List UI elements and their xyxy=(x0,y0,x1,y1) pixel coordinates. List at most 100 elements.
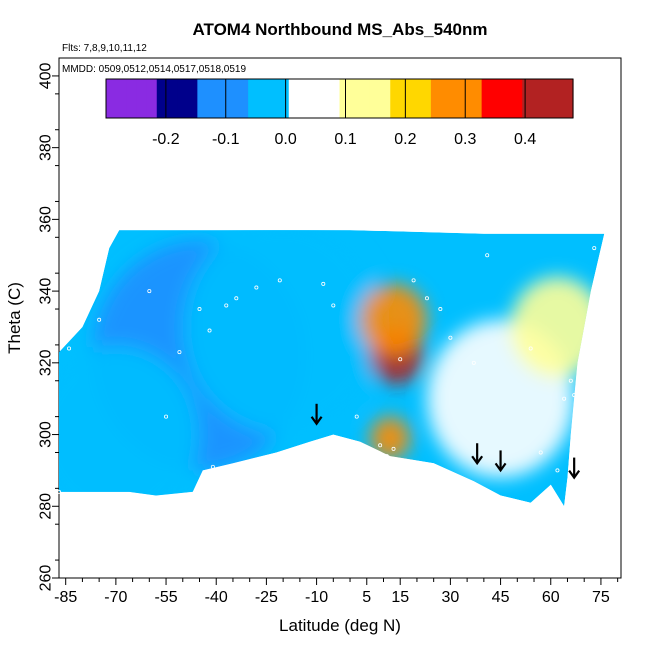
colorbar-cell-4 xyxy=(146,79,158,118)
sample-point-19 xyxy=(398,357,403,362)
colorbar-cell-32 xyxy=(430,79,442,118)
plot-frame xyxy=(58,57,622,579)
y-tick-label-2: 300 xyxy=(38,421,55,448)
sample-point-24 xyxy=(471,360,476,365)
colorbar-cell-7 xyxy=(177,79,188,118)
sample-point-12 xyxy=(177,350,182,355)
colorbar-tick-label-2: 0.0 xyxy=(274,131,296,148)
field-feature-4 xyxy=(360,283,427,356)
x-tick-label-9: 45 xyxy=(492,589,510,606)
arrow-head xyxy=(471,455,484,466)
colorbar-tick-label-3: 0.1 xyxy=(334,131,356,148)
colorbar-cell-36 xyxy=(471,79,483,118)
chart-title: ATOM4 Northbound MS_Abs_540nm xyxy=(192,20,487,39)
colorbar-tick-label-5: 0.3 xyxy=(454,131,476,148)
sample-point-1 xyxy=(67,346,72,351)
colorbar-cell-18 xyxy=(288,79,300,118)
sample-point-31 xyxy=(572,393,577,398)
colorbar-cell-2 xyxy=(126,79,138,118)
colorbar-tick-label-1: -0.1 xyxy=(212,131,240,148)
colorbar-tick-label-4: 0.2 xyxy=(394,131,416,148)
x-axis-label: Latitude (deg N) xyxy=(279,616,401,635)
arrow-3 xyxy=(568,457,581,480)
colorbar-cell-35 xyxy=(461,79,473,118)
colorbar-cell-17 xyxy=(278,79,290,118)
y-tick-label-6: 380 xyxy=(38,134,55,161)
sample-point-33 xyxy=(592,246,597,251)
colorbar-cell-25 xyxy=(359,79,371,118)
sample-point-22 xyxy=(438,307,443,312)
x-tick-label-11: 75 xyxy=(592,589,610,606)
y-tick-label-7: 400 xyxy=(38,62,55,89)
colorbar-cell-15 xyxy=(258,79,270,118)
colorbar-cell-8 xyxy=(187,79,198,118)
x-tick-label-7: 15 xyxy=(391,589,409,606)
colorbar-cell-12 xyxy=(227,79,239,118)
sample-point-15 xyxy=(354,414,359,419)
colorbar-tick-label-6: 0.4 xyxy=(514,131,536,148)
sample-point-25 xyxy=(485,253,490,258)
field-features xyxy=(59,230,605,507)
colorbar-cell-14 xyxy=(248,79,259,118)
sample-point-30 xyxy=(568,378,573,383)
sample-points xyxy=(57,246,597,494)
arrow-2 xyxy=(494,450,507,473)
sample-point-6 xyxy=(224,303,229,308)
colorbar-cell-27 xyxy=(380,79,391,118)
colorbar-cell-43 xyxy=(542,79,554,118)
arrow-0 xyxy=(310,403,323,426)
colorbar-tick-label-0: -0.2 xyxy=(152,131,180,148)
colorbar-cell-30 xyxy=(410,79,422,118)
colorbar: -0.2 -0.1 0.0 0.1 0.2 0.3 0.4 xyxy=(105,78,574,148)
sample-point-28 xyxy=(555,468,560,473)
colorbar-cell-19 xyxy=(298,79,310,118)
colorbar-cell-0 xyxy=(106,79,117,118)
arrow-head xyxy=(568,469,581,480)
sample-point-17 xyxy=(384,454,389,459)
sample-point-23 xyxy=(448,335,453,340)
colorbar-cell-13 xyxy=(237,79,249,118)
colorbar-cell-21 xyxy=(319,79,330,118)
sample-point-4 xyxy=(197,307,202,312)
x-tick-label-0: -85 xyxy=(54,589,77,606)
arrow-head xyxy=(310,416,323,426)
y-tick-label-0: 260 xyxy=(38,565,55,592)
flights-note: Flts: 7,8,9,10,11,12 xyxy=(62,43,147,54)
colorbar-cell-20 xyxy=(309,79,320,118)
arrow-markers xyxy=(310,403,581,480)
sample-point-16 xyxy=(378,443,383,448)
sample-point-14 xyxy=(210,464,215,469)
field-feature-7 xyxy=(510,276,605,378)
sample-point-27 xyxy=(538,450,543,455)
x-axis: -85 -70 -55 -40 -25 -10 5 15 30 45 60 75 xyxy=(54,578,619,606)
arrow-head xyxy=(494,462,507,473)
sample-point-0 xyxy=(57,489,62,494)
colorbar-cell-45 xyxy=(562,79,574,118)
y-tick-label-4: 340 xyxy=(38,278,55,305)
colorbar-cell-38 xyxy=(491,79,503,118)
colorbar-cell-33 xyxy=(441,79,452,118)
field-clipped xyxy=(59,230,605,507)
colorbar-cell-31 xyxy=(420,79,432,118)
sample-point-32 xyxy=(582,350,587,355)
y-tick-label-1: 280 xyxy=(38,493,55,520)
y-axis: 260 280 300 320 340 360 380 400 xyxy=(38,62,59,592)
sample-point-7 xyxy=(234,296,239,301)
x-tick-label-3: -40 xyxy=(205,589,228,606)
x-tick-label-5: -10 xyxy=(305,589,328,606)
colorbar-cell-26 xyxy=(369,79,381,118)
y-axis-label: Theta (C) xyxy=(5,282,24,354)
colorbar-cell-1 xyxy=(116,79,127,118)
colorbar-cell-11 xyxy=(217,79,229,118)
colorbar-cell-39 xyxy=(501,79,513,118)
heatmap-field xyxy=(59,230,605,507)
dates-note: MMDD: 0509,0512,0514,0517,0518,0519 xyxy=(62,64,246,75)
sample-point-8 xyxy=(254,285,259,290)
colorbar-cell-34 xyxy=(451,79,462,118)
colorbar-cell-41 xyxy=(522,79,533,118)
colorbar-cell-10 xyxy=(207,79,219,118)
field-feature-1 xyxy=(182,230,384,435)
colorbar-cell-37 xyxy=(481,79,493,118)
sample-point-5 xyxy=(207,328,212,333)
